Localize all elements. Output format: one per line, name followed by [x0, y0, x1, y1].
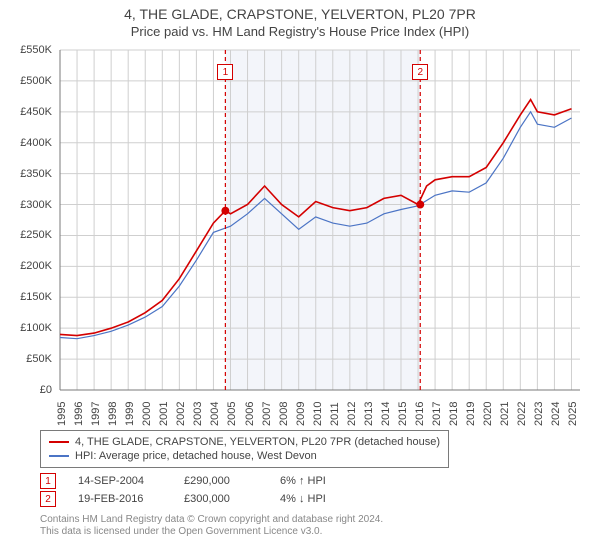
y-tick-label: £400K: [20, 137, 52, 149]
x-tick-label: 2011: [329, 402, 341, 426]
y-axis-labels: £0£50K£100K£150K£200K£250K£300K£350K£400…: [0, 50, 56, 390]
x-tick-label: 2025: [567, 402, 579, 426]
x-tick-label: 2006: [244, 402, 256, 426]
legend-label: HPI: Average price, detached house, West…: [75, 449, 317, 463]
y-tick-label: £250K: [20, 229, 52, 241]
x-tick-label: 2007: [261, 402, 273, 426]
x-tick-label: 2002: [175, 402, 187, 426]
y-tick-label: £550K: [20, 44, 52, 56]
legend-swatch: [49, 455, 69, 457]
data-point-delta: 6% ↑ HPI: [280, 475, 348, 487]
data-point-price: £300,000: [184, 493, 258, 505]
legend-row: HPI: Average price, detached house, West…: [49, 449, 440, 463]
x-tick-label: 2023: [533, 402, 545, 426]
x-tick-label: 2020: [482, 402, 494, 426]
x-tick-label: 2015: [397, 402, 409, 426]
x-tick-label: 1999: [124, 402, 136, 426]
x-tick-label: 2005: [226, 402, 238, 426]
x-tick-label: 2016: [414, 402, 426, 426]
data-point-delta: 4% ↓ HPI: [280, 493, 348, 505]
x-tick-label: 1998: [107, 402, 119, 426]
data-point-row: 1 14-SEP-2004 £290,000 6% ↑ HPI: [40, 472, 348, 490]
y-tick-label: £300K: [20, 199, 52, 211]
data-points-table: 1 14-SEP-2004 £290,000 6% ↑ HPI 2 19-FEB-2016…: [40, 472, 348, 508]
x-tick-label: 2000: [141, 402, 153, 426]
x-tick-label: 2001: [158, 402, 170, 426]
event-marker-badge: 2: [412, 64, 428, 80]
y-tick-label: £50K: [26, 353, 52, 365]
chart-svg: [60, 50, 580, 390]
x-tick-label: 1995: [56, 402, 68, 426]
y-tick-label: £500K: [20, 75, 52, 87]
y-tick-label: £100K: [20, 322, 52, 334]
legend-swatch: [49, 441, 69, 443]
y-tick-label: £200K: [20, 260, 52, 272]
footer-line2: This data is licensed under the Open Gov…: [40, 526, 383, 538]
x-tick-label: 2021: [499, 402, 511, 426]
x-tick-label: 2004: [209, 402, 221, 426]
chart-plot-area: 12: [60, 50, 580, 390]
x-tick-label: 2012: [346, 402, 358, 426]
x-tick-label: 2010: [312, 402, 324, 426]
data-point-date: 14-SEP-2004: [78, 475, 162, 487]
x-tick-label: 2014: [380, 402, 392, 426]
x-tick-label: 2022: [516, 402, 528, 426]
x-tick-label: 2013: [363, 402, 375, 426]
x-tick-label: 2017: [431, 402, 443, 426]
legend: 4, THE GLADE, CRAPSTONE, YELVERTON, PL20…: [40, 430, 449, 468]
data-point-badge: 2: [40, 491, 56, 507]
legend-row: 4, THE GLADE, CRAPSTONE, YELVERTON, PL20…: [49, 435, 440, 449]
data-point-row: 2 19-FEB-2016 £300,000 4% ↓ HPI: [40, 490, 348, 508]
title-line2: Price paid vs. HM Land Registry's House …: [0, 24, 600, 39]
y-tick-label: £350K: [20, 168, 52, 180]
x-tick-label: 2018: [448, 402, 460, 426]
y-tick-label: £0: [40, 384, 52, 396]
x-tick-label: 1997: [90, 402, 102, 426]
x-axis-labels: 1995199619971998199920002001200220032004…: [60, 392, 580, 432]
footer-attribution: Contains HM Land Registry data © Crown c…: [40, 514, 383, 538]
data-point-price: £290,000: [184, 475, 258, 487]
title-line1: 4, THE GLADE, CRAPSTONE, YELVERTON, PL20…: [0, 6, 600, 22]
legend-label: 4, THE GLADE, CRAPSTONE, YELVERTON, PL20…: [75, 435, 440, 449]
x-tick-label: 2008: [278, 402, 290, 426]
x-tick-label: 2019: [465, 402, 477, 426]
data-point-date: 19-FEB-2016: [78, 493, 162, 505]
x-tick-label: 1996: [73, 402, 85, 426]
x-tick-label: 2009: [295, 402, 307, 426]
y-tick-label: £150K: [20, 291, 52, 303]
y-tick-label: £450K: [20, 106, 52, 118]
event-marker-badge: 1: [217, 64, 233, 80]
x-tick-label: 2003: [192, 402, 204, 426]
footer-line1: Contains HM Land Registry data © Crown c…: [40, 514, 383, 526]
chart-title: 4, THE GLADE, CRAPSTONE, YELVERTON, PL20…: [0, 0, 600, 39]
x-tick-label: 2024: [550, 402, 562, 426]
data-point-badge: 1: [40, 473, 56, 489]
